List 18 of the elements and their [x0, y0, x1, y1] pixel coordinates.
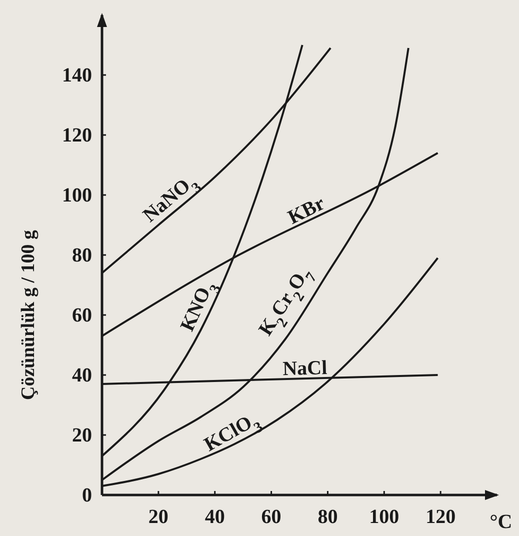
x-tick-label: 40 [204, 506, 225, 528]
x-tick-label: 100 [369, 506, 400, 528]
x-tick-label: 80 [318, 506, 338, 528]
y-tick-label: 140 [62, 64, 92, 86]
y-tick-label: 100 [62, 184, 92, 206]
y-axis-title: Çözünürlük g / 100 g [18, 230, 39, 400]
x-axis-title: °C [490, 511, 512, 533]
y-tick-label: 120 [62, 124, 92, 146]
y-tick-label: 0 [82, 484, 92, 506]
text: KBr [284, 192, 328, 229]
y-tick-label: 40 [72, 364, 92, 386]
x-tick-label: 20 [148, 506, 168, 528]
x-tick-label: 120 [426, 506, 456, 528]
y-tick-label: 60 [72, 304, 92, 326]
y-tick-label: 80 [72, 244, 92, 266]
x-tick-label: 60 [261, 506, 282, 528]
series-label: NaCl [282, 356, 328, 380]
y-tick-label: 20 [72, 424, 92, 446]
